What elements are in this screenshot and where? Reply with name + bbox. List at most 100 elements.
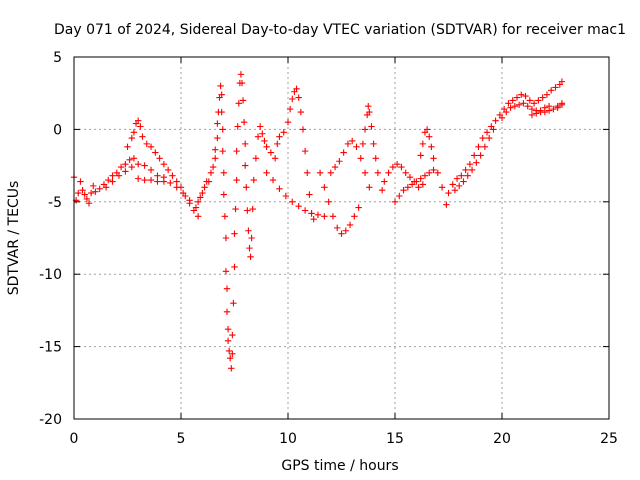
data-point	[366, 184, 373, 191]
data-point	[242, 140, 249, 148]
data-point	[548, 87, 555, 94]
data-point	[219, 147, 226, 155]
data-point	[488, 123, 495, 130]
data-point	[173, 184, 180, 191]
data-point	[105, 176, 112, 184]
x-tick-label: 10	[279, 431, 297, 447]
data-point	[453, 175, 461, 182]
data-point	[558, 101, 566, 108]
data-point	[154, 178, 161, 185]
data-point	[306, 191, 313, 198]
data-point	[252, 155, 260, 162]
data-point	[117, 163, 125, 171]
data-point	[167, 179, 174, 187]
data-point	[355, 204, 362, 211]
data-point	[259, 130, 266, 137]
data-point	[209, 163, 217, 171]
data-point	[122, 168, 129, 175]
data-point	[276, 185, 283, 192]
data-point	[539, 94, 546, 101]
data-point	[445, 189, 452, 197]
data-point	[304, 169, 311, 177]
data-point	[169, 172, 176, 179]
data-point	[370, 140, 377, 148]
data-point	[334, 224, 341, 232]
data-point	[526, 97, 534, 104]
data-points	[70, 71, 566, 372]
data-point	[83, 195, 91, 203]
chart-title: Day 071 of 2024, Sidereal Day-to-day VTE…	[54, 22, 626, 38]
data-point	[232, 205, 239, 213]
data-point	[428, 143, 435, 150]
data-point	[81, 191, 88, 198]
data-point	[214, 120, 221, 127]
data-point	[234, 123, 241, 130]
data-point	[238, 79, 246, 87]
data-point	[228, 365, 235, 372]
data-point	[246, 244, 253, 252]
plot-frame	[73, 56, 610, 420]
data-point	[477, 152, 484, 159]
y-tick-label: -15	[39, 340, 62, 356]
data-point	[164, 166, 172, 174]
y-tick-label: -5	[48, 195, 62, 211]
data-point	[430, 166, 437, 174]
data-point	[466, 160, 474, 168]
data-point	[197, 194, 204, 201]
data-point	[308, 210, 315, 217]
data-point	[438, 184, 446, 191]
data-point	[325, 198, 332, 205]
data-point	[135, 160, 142, 168]
data-point	[147, 176, 155, 184]
data-point	[245, 227, 252, 234]
data-point	[321, 184, 328, 191]
data-point	[224, 326, 232, 333]
data-point	[413, 178, 420, 185]
data-point	[468, 166, 476, 174]
data-point	[214, 134, 221, 142]
data-point	[85, 200, 93, 207]
data-point	[135, 175, 142, 182]
data-point	[389, 163, 397, 171]
data-point	[336, 158, 343, 165]
data-point	[498, 114, 506, 122]
data-point	[456, 182, 463, 190]
data-point	[220, 169, 227, 177]
data-point	[419, 140, 427, 148]
data-point	[381, 178, 388, 185]
data-point	[310, 215, 317, 223]
data-point	[509, 97, 516, 104]
data-point	[221, 213, 229, 220]
data-point	[220, 191, 227, 198]
axis-ticks	[73, 56, 610, 420]
data-point	[372, 155, 379, 162]
data-point	[518, 91, 525, 98]
data-point	[415, 184, 422, 191]
data-point	[550, 105, 557, 113]
data-point	[137, 123, 144, 130]
data-point	[301, 207, 309, 214]
data-point	[545, 103, 553, 110]
data-point	[524, 103, 531, 110]
data-point	[419, 181, 427, 188]
data-point	[449, 181, 456, 188]
data-point	[507, 104, 514, 111]
data-point	[473, 159, 480, 166]
data-point	[160, 160, 168, 168]
data-point	[96, 185, 103, 192]
data-point	[385, 169, 392, 177]
y-tick-label: 0	[53, 122, 62, 138]
data-point	[408, 181, 416, 188]
data-point	[417, 152, 424, 159]
data-point	[109, 172, 116, 179]
y-tick-labels: -20 -15 -10 -5 0 5	[39, 50, 62, 428]
data-point	[201, 184, 208, 191]
data-point	[430, 155, 437, 162]
data-point	[289, 95, 296, 103]
data-point	[154, 172, 161, 179]
data-point	[470, 152, 478, 159]
data-point	[434, 169, 441, 177]
data-point	[90, 182, 97, 190]
data-point	[224, 337, 232, 345]
data-point	[293, 85, 300, 93]
